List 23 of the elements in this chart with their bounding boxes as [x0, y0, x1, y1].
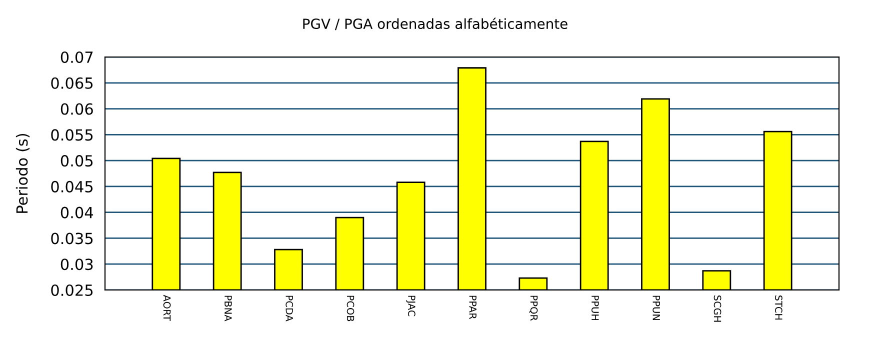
y-tick-label: 0.06 [60, 103, 93, 115]
x-tick-label: PJAC [406, 296, 416, 316]
y-tick-label: 0.07 [60, 51, 93, 64]
x-tick-label: PCOB [346, 296, 354, 322]
y-tick-label: 0.065 [51, 77, 93, 89]
y-tick-label: 0.035 [51, 232, 93, 244]
x-tick-label: STCH [775, 296, 782, 320]
y-tick-label: 0.03 [60, 258, 93, 270]
y-tick-label: 0.025 [51, 284, 93, 296]
y-tick-label: 0.045 [51, 180, 93, 192]
x-tick-label: AORT [163, 294, 171, 322]
y-tick-label: 0.055 [51, 129, 93, 141]
x-tick-label: PPAR [469, 296, 476, 320]
x-tick-label: PBNA [224, 296, 232, 322]
x-tick-label: PPUN [652, 296, 660, 320]
y-tick-label: 0.04 [60, 206, 94, 218]
x-tick-label: PPQR [529, 296, 538, 321]
y-tick-label: 0.05 [60, 155, 93, 167]
chart-title: PGV / PGA ordenadas alfabéticamente [303, 18, 568, 30]
x-tick-label: SCGH [714, 296, 722, 322]
x-tick-label: PPUH [592, 296, 599, 320]
y-axis-title: Periodo (s) [16, 134, 30, 213]
x-tick-label: PCDA [286, 296, 294, 322]
